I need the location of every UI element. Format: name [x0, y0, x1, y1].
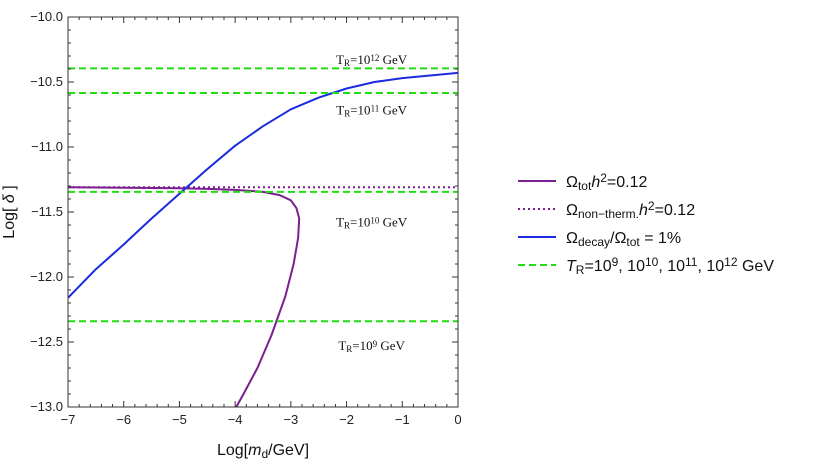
text-run: Ω	[566, 202, 578, 219]
y-tick-label: −11.0	[31, 139, 63, 154]
text-run: =0.12	[607, 174, 648, 191]
text-run: =10	[350, 52, 370, 67]
text-run: =10	[584, 258, 611, 275]
text-run: =10	[352, 338, 372, 353]
text-run: R	[344, 109, 350, 119]
legend-label-tot: Ωtoth2=0.12	[566, 171, 647, 193]
y-tick-label: −10.0	[30, 9, 63, 24]
y-tick-label: −13.0	[30, 399, 63, 414]
series-line-decay	[68, 71, 458, 299]
text-run: R	[576, 263, 585, 277]
tr-annotation: TR=1012 GeV	[336, 52, 408, 68]
legend: Ωtoth2=0.12Ωnon−therm.h2=0.12Ωdecay/Ωtot…	[518, 171, 774, 277]
x-tick-label: −7	[61, 412, 76, 427]
y-tick-label: −12.5	[30, 334, 63, 349]
text-run: = 1%	[640, 230, 681, 247]
series-layer	[68, 67, 458, 407]
text-run: decay	[578, 235, 610, 249]
text-run: 2	[648, 199, 655, 213]
text-run: T	[338, 338, 346, 353]
text-run: ]	[1, 185, 18, 194]
text-run: GeV	[379, 103, 407, 118]
text-run: Ω	[566, 174, 578, 191]
y-tick-label: −11.5	[31, 204, 63, 219]
x-tick-label: −3	[283, 412, 298, 427]
y-axis-title: Log[ δ ]	[1, 185, 18, 238]
text-run: m	[248, 442, 261, 459]
y-tick-label: −12.0	[30, 269, 63, 284]
text-run: 9	[612, 255, 619, 269]
text-run: GeV	[379, 214, 407, 229]
y-tick-label: −10.5	[30, 74, 63, 89]
text-run: 9	[373, 338, 378, 348]
text-run: /Ω	[610, 230, 626, 247]
text-run: R	[344, 221, 350, 231]
x-tick-label: −1	[395, 412, 410, 427]
text-run: /GeV]	[268, 442, 309, 459]
text-run: 12	[724, 255, 738, 269]
text-run: T	[336, 103, 344, 118]
text-run: Log[	[217, 442, 249, 459]
tr-annotation: TR=1010 GeV	[336, 214, 408, 230]
legend-label-nontherm: Ωnon−therm.h2=0.12	[566, 199, 695, 221]
text-run: , 10	[658, 258, 685, 275]
text-run: , 10	[697, 258, 724, 275]
tr-annotation: TR=1011 GeV	[336, 103, 407, 119]
text-run: =10	[350, 103, 370, 118]
text-run: tot	[578, 179, 592, 193]
text-run: 12	[370, 52, 379, 62]
text-run: 10	[645, 255, 659, 269]
text-run: R	[344, 58, 350, 68]
tr-annotation: TR=109 GeV	[338, 338, 405, 354]
text-run: T	[566, 258, 577, 275]
tick-layer: −7 −6 −5 −4 −3 −2 −1 0 −13.0 −12.5 −12.0 −11.5 −11.0…	[30, 9, 462, 427]
text-run: tot	[626, 235, 640, 249]
text-run: Ω	[566, 230, 578, 247]
text-run: non−therm.	[578, 207, 639, 221]
text-run: =0.12	[655, 202, 696, 219]
x-axis-title: Log[md/GeV]	[217, 442, 309, 461]
legend-label-decay: Ωdecay/Ωtot = 1%	[566, 230, 681, 249]
text-run: h	[639, 202, 648, 219]
text-run: 10	[370, 215, 380, 225]
text-run: 11	[371, 103, 380, 113]
text-run: Log[	[1, 203, 18, 239]
x-tick-label: −5	[172, 412, 187, 427]
text-run: GeV	[738, 258, 775, 275]
text-run: d	[261, 447, 268, 461]
legend-label-tr: TR=109, 1010, 1011, 1012 GeV	[566, 255, 774, 277]
x-tick-label: −6	[116, 412, 131, 427]
text-run: T	[336, 52, 344, 67]
text-run: 11	[685, 255, 698, 269]
x-tick-label: −2	[339, 412, 354, 427]
x-tick-label: 0	[454, 412, 461, 427]
series-line-tot	[68, 186, 301, 407]
text-run: 2	[600, 171, 607, 185]
text-run: GeV	[379, 52, 407, 67]
text-run: δ	[1, 193, 18, 203]
text-run: h	[591, 174, 600, 191]
text-run: T	[336, 214, 344, 229]
axis-titles: Log[md/GeV]Log[ δ ]	[1, 185, 309, 461]
text-run: R	[346, 344, 352, 354]
text-run: =10	[350, 214, 370, 229]
x-tick-label: −4	[228, 412, 243, 427]
text-run: , 10	[618, 258, 645, 275]
text-run: GeV	[377, 338, 405, 353]
